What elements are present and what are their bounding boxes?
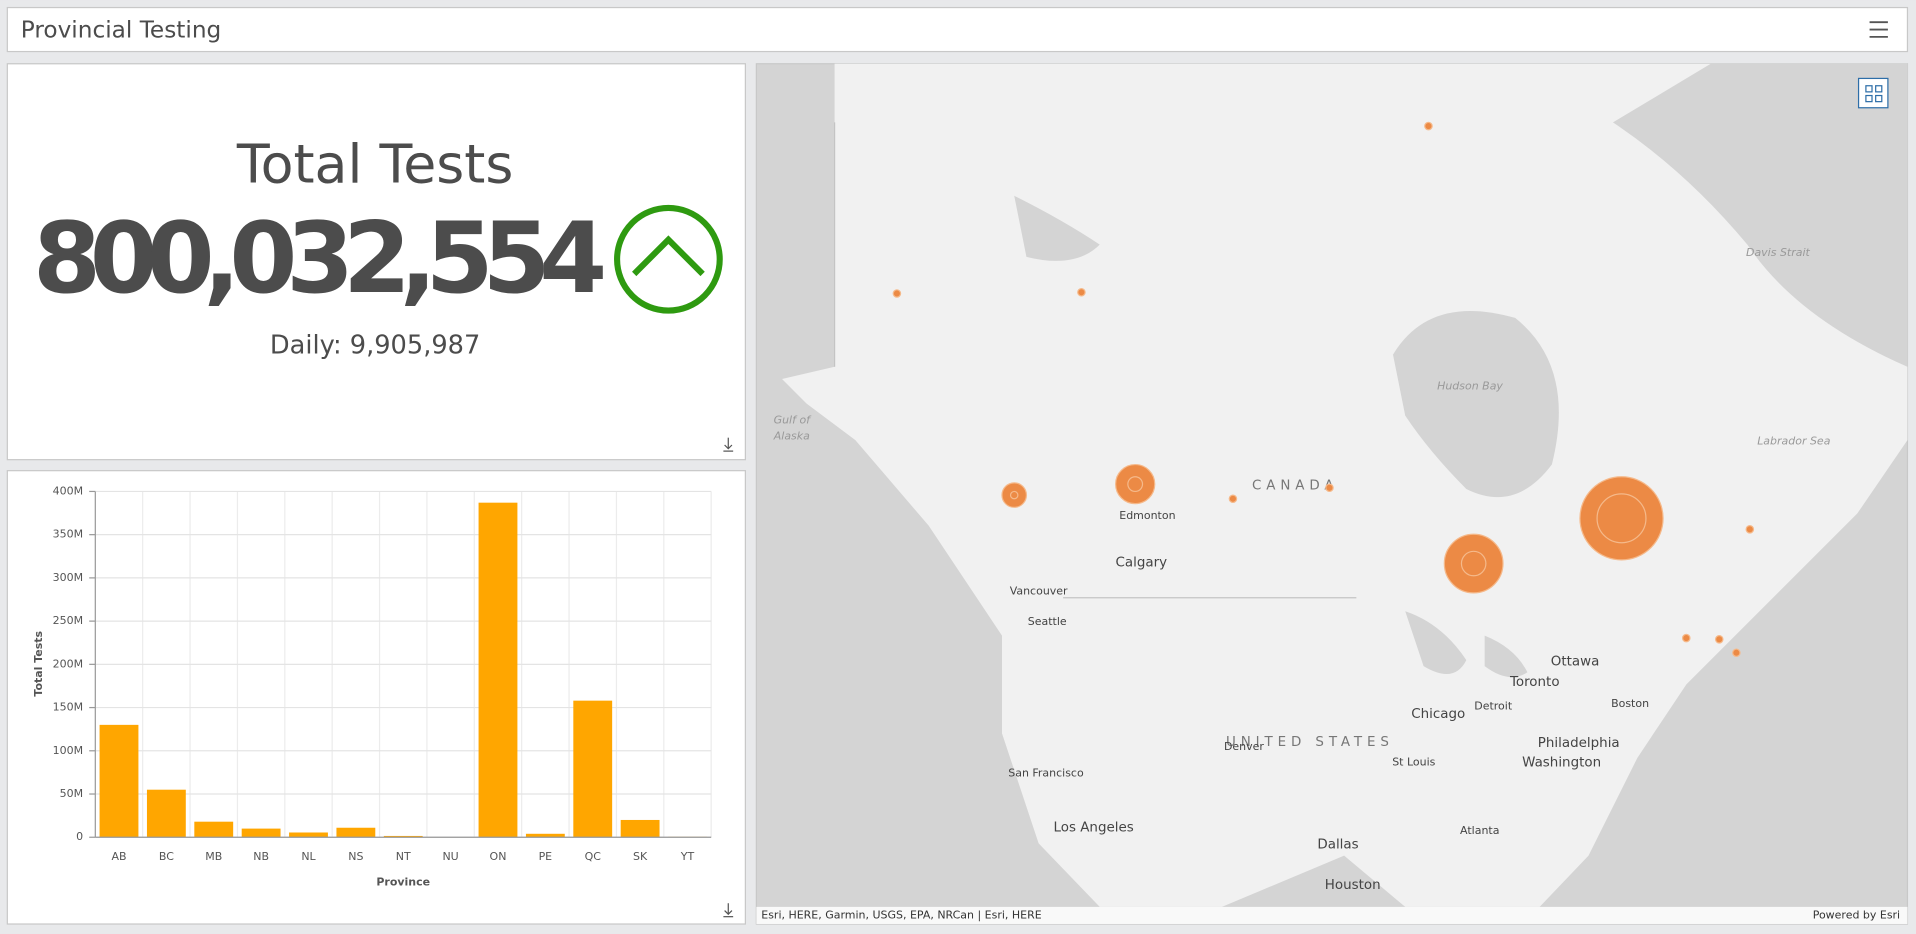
bar	[194, 821, 234, 838]
header-bar	[6, 6, 1909, 53]
map-label: Detroit	[1474, 700, 1513, 713]
map-label: Calgary	[1115, 555, 1167, 570]
map-label: San Francisco	[1008, 767, 1084, 780]
map-label: Seattle	[1028, 615, 1067, 628]
map-label: Gulf of	[774, 414, 813, 427]
y-tick-label: 300M	[53, 571, 83, 584]
x-tick-label: QC	[585, 850, 602, 863]
download-button[interactable]	[723, 903, 734, 918]
x-tick-label: SK	[633, 850, 648, 863]
trend-icon	[614, 204, 723, 314]
y-tick-label: 350M	[53, 528, 83, 541]
x-tick-label: NL	[301, 850, 316, 863]
chart-panel	[6, 470, 746, 925]
indicator-panel	[6, 63, 746, 461]
map-label: CANADA	[1252, 478, 1338, 493]
map-label: Denver	[1224, 740, 1264, 753]
bar	[478, 502, 518, 838]
x-axis-title: Province	[376, 875, 430, 888]
y-tick-label: 200M	[53, 657, 83, 670]
x-tick-label: PE	[539, 850, 553, 863]
map-label: Toronto	[1509, 675, 1560, 690]
bar-chart: 0 50M 100M 150M 200M 250M 300M 350M 400M AB BC MB NB…	[53, 484, 712, 863]
map-label: Hudson Bay	[1437, 379, 1503, 392]
bar	[573, 700, 613, 838]
indicator-title: Total Tests	[236, 132, 513, 195]
indicator-value: 800,032,554	[33, 202, 607, 316]
bar	[620, 819, 660, 838]
header-title: Provincial Testing	[21, 16, 222, 43]
y-tick-label: 100M	[53, 744, 83, 757]
map-label: Dallas	[1317, 838, 1358, 853]
y-tick-label: 50M	[60, 787, 83, 800]
x-tick-label: NT	[396, 850, 411, 863]
bar	[99, 724, 139, 838]
bar	[289, 832, 328, 838]
x-tick-label: NU	[442, 850, 458, 863]
x-tick-label: BC	[159, 850, 174, 863]
x-tick-label: NS	[348, 850, 363, 863]
bar	[525, 833, 565, 838]
map-label: Washington	[1522, 756, 1601, 771]
x-tick-label: AB	[111, 850, 126, 863]
x-tick-label: NB	[253, 850, 269, 863]
y-axis-title: Total Tests	[32, 630, 45, 696]
indicator-daily: Daily: 9,905,987	[270, 331, 480, 361]
map-powered-by: Powered by Esri	[1813, 908, 1900, 921]
bar	[383, 835, 423, 838]
map-label: Atlanta	[1460, 824, 1499, 837]
map-label: Chicago	[1411, 707, 1465, 722]
bar	[241, 828, 281, 838]
map-label: Davis Strait	[1746, 246, 1811, 259]
map-label: Vancouver	[1010, 585, 1068, 598]
y-tick-label: 250M	[53, 614, 83, 627]
map-label: St Louis	[1392, 756, 1435, 769]
x-tick-label: MB	[205, 850, 222, 863]
map-attribution: Esri, HERE, Garmin, USGS, EPA, NRCan | E…	[761, 908, 1041, 921]
x-tick-label: YT	[680, 850, 695, 863]
map[interactable]: Davis Strait Hudson Bay Labrador Sea Gulf o…	[755, 63, 1909, 925]
map-label: Labrador Sea	[1757, 434, 1830, 447]
x-tick-label: ON	[490, 850, 507, 863]
map-label: Ottawa	[1551, 654, 1600, 669]
y-tick-label: 0	[76, 830, 83, 843]
map-label: Edmonton	[1119, 509, 1175, 522]
y-tick-label: 150M	[53, 701, 83, 714]
download-button[interactable]	[723, 437, 734, 452]
map-label: Alaska	[773, 429, 810, 442]
map-label: UNITED STATES	[1226, 735, 1394, 750]
menu-button[interactable]	[1869, 21, 1888, 38]
map-label: Philadelphia	[1538, 736, 1620, 751]
bar	[336, 827, 376, 838]
map-label: Boston	[1611, 697, 1649, 710]
map-label: Los Angeles	[1054, 820, 1134, 835]
map-label: Houston	[1325, 878, 1381, 893]
y-tick-label: 400M	[53, 484, 83, 497]
bar	[146, 789, 186, 838]
